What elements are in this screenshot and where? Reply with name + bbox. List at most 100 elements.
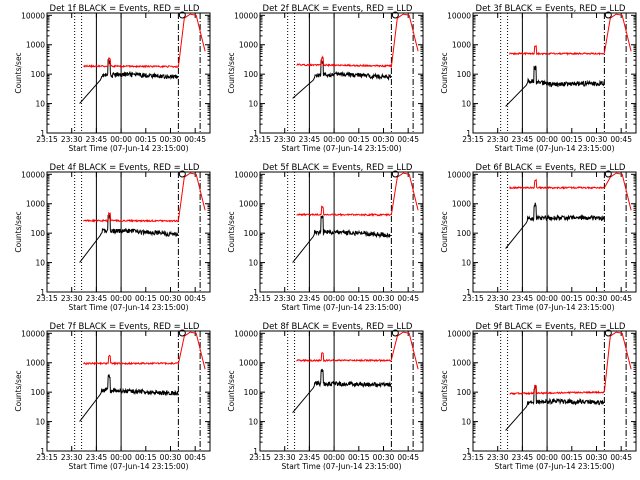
chart-panel: Det 3f BLACK = Events, RED = LLD 1 10 100 10… — [440, 4, 637, 153]
y-axis-label: Counts/sec — [440, 52, 449, 93]
x-tick-label: 23:15 — [249, 135, 271, 144]
y-axis-label: Counts/sec — [227, 211, 236, 252]
x-tick-label: 23:15 — [249, 453, 271, 462]
x-tick-label: 00:30 — [373, 453, 395, 462]
y-tick-label: 10000 — [21, 11, 45, 20]
chart-title: Det 3f BLACK = Events, RED = LLD — [476, 4, 626, 14]
x-tick-label: 23:30 — [487, 453, 509, 462]
y-tick-label: 1000 — [452, 41, 471, 50]
x-tick-label: 23:45 — [512, 453, 534, 462]
events-series-line — [79, 213, 179, 263]
x-tick-label: 23:45 — [299, 135, 321, 144]
x-tick-label: 23:15 — [36, 453, 58, 462]
y-tick-label: 10000 — [447, 170, 471, 179]
y-tick-label: 10 — [35, 418, 45, 427]
y-tick-label: 100 — [457, 70, 472, 79]
lld-series-line — [509, 13, 632, 56]
y-tick-label: 10 — [461, 259, 471, 268]
chart-title: Det 6f BLACK = Events, RED = LLD — [476, 163, 626, 173]
x-axis-label: Start Time (07-Jun-14 23:15:00) — [69, 144, 189, 153]
chart-panel: Det 7f BLACK = Events, RED = LLD 1 10 100 10… — [14, 322, 211, 471]
lld-series-line — [296, 13, 419, 69]
x-tick-label: 00:45 — [610, 294, 632, 303]
x-tick-label: 23:45 — [512, 135, 534, 144]
x-tick-label: 00:00 — [110, 135, 132, 144]
y-tick-label: 10 — [35, 100, 45, 109]
x-axis-label: Start Time (07-Jun-14 23:15:00) — [495, 303, 615, 312]
lld-series-line — [296, 331, 419, 370]
x-tick-label: 23:45 — [86, 135, 108, 144]
y-tick-label: 1000 — [26, 359, 45, 368]
x-tick-label: 23:15 — [36, 294, 58, 303]
y-axis-label: Counts/sec — [227, 52, 236, 93]
y-tick-label: 10000 — [234, 11, 258, 20]
plot-area — [287, 331, 419, 451]
x-tick-label: 23:45 — [299, 294, 321, 303]
y-tick-label: 100 — [244, 70, 259, 79]
x-tick-label: 23:15 — [462, 135, 484, 144]
y-tick-label: 1 — [466, 288, 471, 297]
x-tick-label: 00:00 — [323, 453, 345, 462]
y-tick-label: 1000 — [239, 200, 258, 209]
x-axis-label: Start Time (07-Jun-14 23:15:00) — [69, 303, 189, 312]
events-series-line — [505, 384, 605, 431]
x-tick-label: 00:15 — [348, 294, 370, 303]
x-tick-label: 00:15 — [348, 453, 370, 462]
plot-area — [500, 331, 632, 451]
x-axis-label: Start Time (07-Jun-14 23:15:00) — [282, 303, 402, 312]
orbit-marker — [391, 170, 399, 178]
plot-area — [287, 13, 419, 133]
chart-title: Det 9f BLACK = Events, RED = LLD — [476, 322, 626, 332]
x-tick-label: 23:30 — [487, 135, 509, 144]
events-series-line — [292, 368, 392, 414]
x-tick-label: 00:15 — [135, 453, 157, 462]
chart-title: Det 7f BLACK = Events, RED = LLD — [50, 322, 200, 332]
x-tick-label: 23:45 — [299, 453, 321, 462]
y-tick-label: 10 — [248, 259, 258, 268]
y-tick-label: 1000 — [26, 41, 45, 50]
x-tick-label: 00:45 — [610, 135, 632, 144]
x-tick-label: 23:30 — [61, 294, 83, 303]
y-tick-label: 10000 — [234, 329, 258, 338]
plot-frame — [259, 171, 424, 293]
y-tick-label: 1000 — [239, 359, 258, 368]
plot-frame — [46, 171, 211, 293]
x-tick-label: 23:15 — [462, 294, 484, 303]
y-tick-label: 10 — [461, 418, 471, 427]
plot-area — [74, 331, 206, 451]
y-tick-label: 1000 — [452, 200, 471, 209]
x-tick-label: 00:45 — [184, 294, 206, 303]
orbit-marker — [604, 170, 612, 178]
y-axis-label: Counts/sec — [14, 211, 23, 252]
x-tick-label: 00:45 — [397, 135, 419, 144]
chart-panel: Det 8f BLACK = Events, RED = LLD 1 10 100 10… — [227, 322, 424, 471]
x-tick-label: 00:45 — [184, 135, 206, 144]
plot-frame — [259, 12, 424, 134]
x-tick-label: 23:30 — [274, 135, 296, 144]
y-tick-label: 100 — [31, 229, 46, 238]
x-tick-label: 23:30 — [274, 294, 296, 303]
y-tick-label: 1 — [40, 288, 45, 297]
x-axis-label: Start Time (07-Jun-14 23:15:00) — [282, 462, 402, 471]
y-tick-label: 1000 — [452, 359, 471, 368]
events-series-line — [505, 202, 605, 249]
orbit-marker — [391, 329, 399, 337]
x-axis-label: Start Time (07-Jun-14 23:15:00) — [282, 144, 402, 153]
events-series-line — [505, 65, 605, 107]
x-tick-label: 00:30 — [586, 294, 608, 303]
y-tick-label: 1 — [40, 447, 45, 456]
x-axis-label: Start Time (07-Jun-14 23:15:00) — [495, 462, 615, 471]
y-tick-label: 10000 — [21, 170, 45, 179]
lld-series-line — [509, 331, 632, 396]
x-tick-label: 23:30 — [274, 453, 296, 462]
x-tick-label: 00:30 — [160, 135, 182, 144]
events-series-line — [79, 58, 179, 104]
x-tick-label: 00:15 — [561, 135, 583, 144]
y-tick-label: 10 — [35, 259, 45, 268]
plot-area — [74, 172, 206, 292]
chart-title: Det 4f BLACK = Events, RED = LLD — [50, 163, 200, 173]
y-tick-label: 1 — [253, 447, 258, 456]
y-axis-label: Counts/sec — [14, 52, 23, 93]
y-tick-label: 10 — [248, 418, 258, 427]
